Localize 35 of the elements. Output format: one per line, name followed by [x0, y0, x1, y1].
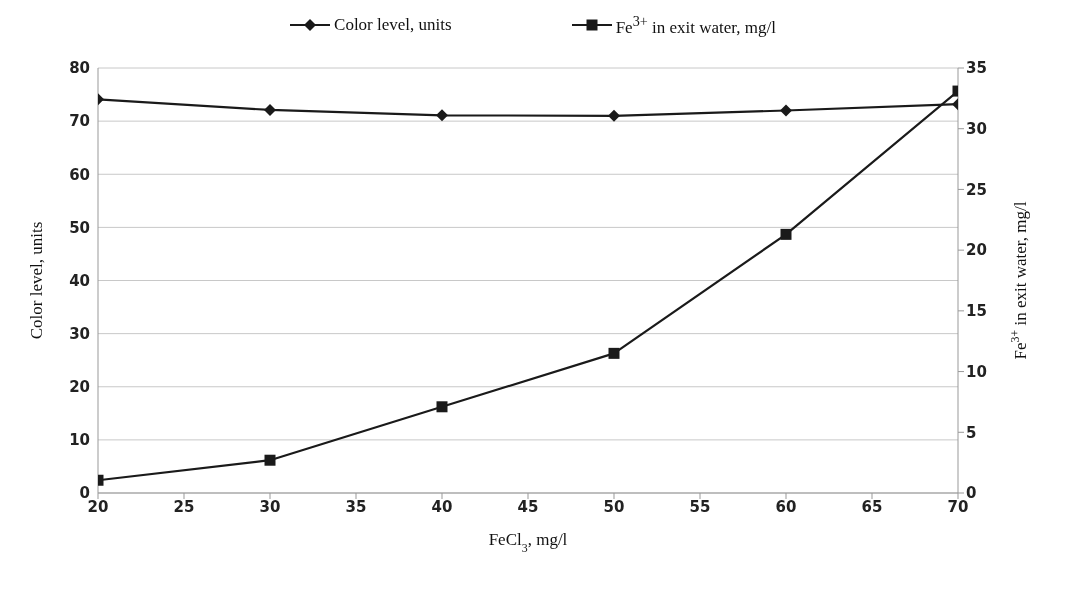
y2-tick-label: 5	[966, 423, 977, 442]
y-axis-title: Color level, units	[27, 221, 46, 340]
x-tick-label: 20	[87, 497, 109, 516]
y-tick-label: 50	[69, 218, 90, 237]
point	[608, 347, 620, 359]
point	[780, 228, 792, 240]
legend-label: Fe$^{3+}$ in exit water, mg/l	[615, 13, 776, 38]
x-tick-label: 65	[861, 497, 883, 516]
y-tick-label: 70	[69, 112, 90, 131]
y2-tick-label: 30	[966, 120, 987, 139]
x-tick-label: 35	[345, 497, 367, 516]
x-tick-label: 25	[173, 497, 195, 516]
y-tick-label: 80	[69, 59, 90, 78]
y-tick-label: 60	[69, 165, 90, 184]
y2-tick-label: 15	[966, 302, 987, 321]
point	[264, 454, 276, 466]
x-tick-label: 50	[603, 497, 625, 516]
y-tick-label: 40	[69, 271, 90, 290]
y-tick-label: 30	[69, 324, 90, 343]
y2-tick-label: 10	[966, 362, 987, 381]
x-tick-label: 40	[431, 497, 453, 516]
x-tick-label: 55	[689, 497, 711, 516]
legend-label: Color level, units	[334, 15, 452, 36]
x-tick-label: 60	[775, 497, 797, 516]
y2-tick-label: 25	[966, 180, 987, 199]
x-tick-label: 70	[947, 497, 969, 516]
point	[436, 401, 448, 413]
y2-tick-label: 0	[966, 484, 977, 503]
y2-tick-label: 20	[966, 241, 987, 260]
y-tick-label: 20	[69, 378, 90, 397]
y-tick-label: 10	[69, 431, 90, 450]
x-tick-label: 45	[517, 497, 539, 516]
y2-tick-label: 35	[966, 59, 987, 78]
x-tick-label: 30	[259, 497, 281, 516]
x-axis-title: FeCl$_{3}$, mg/l	[488, 530, 568, 555]
